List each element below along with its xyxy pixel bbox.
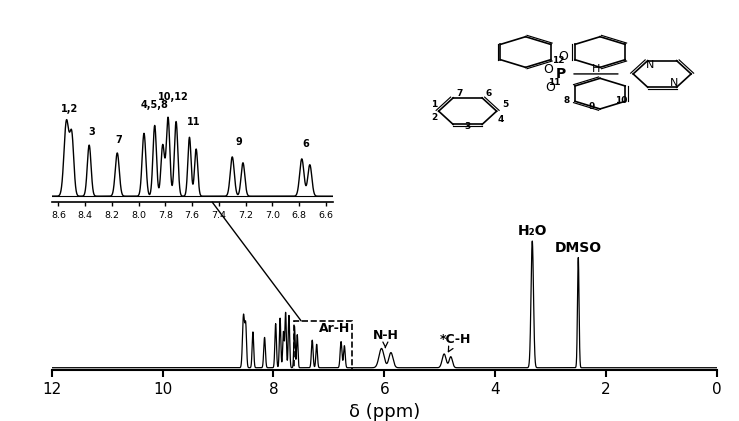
Text: O: O xyxy=(558,50,568,63)
Text: 10,12: 10,12 xyxy=(158,92,188,102)
Text: 10: 10 xyxy=(615,96,627,105)
Text: 6: 6 xyxy=(486,89,491,98)
Text: 11: 11 xyxy=(548,78,561,87)
Text: 4,5,8: 4,5,8 xyxy=(140,100,168,110)
Text: 9: 9 xyxy=(588,102,595,111)
Text: H₂O: H₂O xyxy=(517,224,547,238)
Text: 8: 8 xyxy=(564,96,570,105)
Text: 1,2: 1,2 xyxy=(61,104,78,114)
Text: 1: 1 xyxy=(432,100,437,109)
Text: 2: 2 xyxy=(432,113,437,122)
Text: 7: 7 xyxy=(115,135,122,145)
Text: 6: 6 xyxy=(302,139,309,149)
Text: O: O xyxy=(545,80,555,93)
Text: *C-H: *C-H xyxy=(440,333,471,352)
Text: 3: 3 xyxy=(465,122,471,131)
Text: P: P xyxy=(556,67,566,81)
Text: 11: 11 xyxy=(187,117,200,128)
X-axis label: δ (ppm): δ (ppm) xyxy=(349,403,420,421)
Text: 9: 9 xyxy=(236,137,242,147)
Text: Ar-H: Ar-H xyxy=(319,322,350,335)
Text: O: O xyxy=(543,63,554,76)
Text: N-H: N-H xyxy=(372,329,398,348)
Text: 7: 7 xyxy=(456,89,463,98)
Text: N: N xyxy=(670,78,678,88)
Text: 4: 4 xyxy=(497,115,504,124)
Text: 5: 5 xyxy=(502,100,508,109)
Text: N: N xyxy=(646,60,654,70)
Text: 12: 12 xyxy=(553,56,565,65)
Text: H: H xyxy=(592,64,600,74)
Text: DMSO: DMSO xyxy=(555,241,602,255)
Bar xyxy=(294,321,352,370)
Text: 3: 3 xyxy=(89,127,95,137)
